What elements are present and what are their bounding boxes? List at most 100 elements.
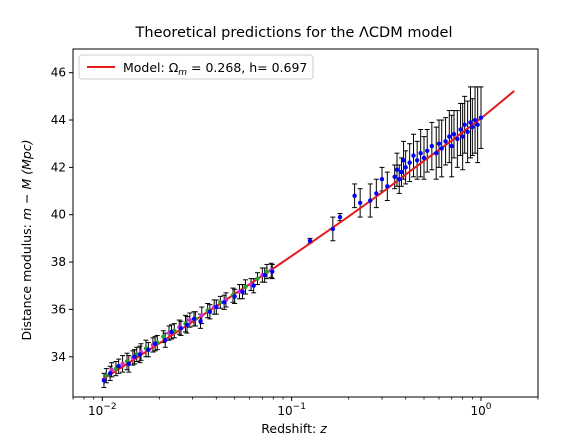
y-tick-label: 34 [51, 350, 66, 364]
legend-omega-sub: m [178, 68, 187, 78]
data-point-primary [447, 134, 452, 139]
data-point-primary [352, 193, 357, 198]
data-point-primary [394, 167, 400, 172]
data-point-primary [403, 165, 408, 170]
data-point-primary [169, 329, 174, 335]
data-point-primary [207, 309, 213, 314]
data-point-primary [330, 226, 336, 232]
data-point-primary [418, 150, 423, 156]
y-axis-title-text: Distance modulus: [19, 220, 34, 340]
data-point-primary [414, 158, 420, 163]
data-point-primary [436, 141, 442, 146]
data-point-primary [368, 198, 373, 203]
data-point-low_z_a [218, 300, 223, 305]
data-point-primary [270, 269, 275, 274]
y-tick-label: 40 [51, 208, 66, 222]
data-point-primary [399, 169, 404, 175]
legend-box [78, 54, 314, 80]
data-point-primary [470, 124, 475, 130]
data-point-low_z_a [161, 334, 166, 339]
y-tick-label: 38 [51, 255, 66, 269]
x-tick-label: 10−1 [277, 402, 306, 418]
data-point-low_z_b [109, 367, 114, 372]
data-point-primary [337, 214, 343, 220]
data-point-primary [132, 354, 137, 359]
data-point-primary [232, 294, 237, 299]
data-point-primary [262, 272, 267, 278]
data-point-primary [137, 352, 143, 357]
data-point-primary [407, 160, 412, 165]
data-point-primary [411, 153, 416, 158]
data-point-primary [478, 115, 484, 120]
data-point-primary [401, 158, 406, 163]
y-axis-title: Distance modulus: m − M (Mpc) [19, 139, 34, 340]
data-point-primary [163, 337, 168, 343]
x-tick-label: 10−2 [88, 402, 117, 418]
chart-title: Theoretical predictions for the ΛCDM mod… [135, 25, 453, 41]
x-axis-title: Redshift: z [261, 421, 327, 436]
data-point-primary [107, 371, 113, 376]
axis-ticks: 34 36 38 40 42 44 46 10−2 10−1 100 [51, 66, 539, 418]
data-point-primary [191, 316, 197, 322]
data-point-primary [462, 122, 467, 127]
data-point-primary [421, 155, 427, 161]
data-point-primary [374, 191, 379, 196]
data-point-primary [184, 322, 190, 327]
svg-text:Distance modulus: m − M (Mpc): Distance modulus: m − M (Mpc) [19, 139, 34, 340]
data-point-low_z_a [104, 373, 109, 378]
data-point-primary [221, 300, 227, 305]
x-tick-label: 100 [470, 402, 491, 418]
data-point-primary [385, 184, 390, 189]
data-point-primary [240, 289, 245, 294]
legend-model-label: Model: Ωm = 0.268, h= 0.697 [123, 60, 307, 78]
data-point-primary [472, 117, 478, 123]
data-point-primary [397, 177, 402, 182]
data-point-primary [392, 174, 397, 180]
data-point-low_z_b [199, 313, 204, 318]
plot-frame [72, 48, 539, 398]
data-point-primary [357, 200, 363, 206]
x-axis-title-var: z [319, 421, 327, 436]
data-point-primary [178, 326, 184, 331]
data-point-primary [460, 134, 465, 139]
data-point-primary [379, 177, 385, 182]
data-point-low_z_b [120, 361, 125, 367]
data-point-primary [116, 364, 121, 369]
data-point-primary [251, 283, 256, 288]
legend-prefix: Model: [123, 60, 169, 75]
data-point-primary [465, 129, 470, 135]
data-point-primary [101, 378, 107, 383]
data-point-primary [429, 143, 435, 149]
y-axis-title-var: m − M (Mpc) [19, 139, 34, 220]
y-tick-label: 46 [51, 66, 66, 80]
data-point-low_z_a [255, 276, 260, 281]
legend-rest: = 0.268, h= 0.697 [187, 60, 307, 75]
y-tick-label: 36 [51, 302, 66, 316]
y-tick-label: 42 [51, 160, 66, 174]
data-point-primary [443, 139, 448, 144]
data-point-primary [434, 150, 439, 156]
data-point-primary [458, 127, 463, 132]
data-point-primary [449, 143, 454, 149]
legend-omega: Ω [169, 60, 179, 75]
data-point-low_z_a [243, 284, 248, 290]
data-point-primary [475, 122, 480, 127]
data-point-primary [198, 319, 203, 324]
data-point-primary [455, 136, 460, 142]
data-point-low_z_b [187, 317, 193, 323]
data-point-primary [214, 304, 219, 310]
data-point-primary [451, 132, 457, 137]
data-point-primary [439, 146, 444, 151]
data-points [101, 115, 484, 383]
plot-content [101, 86, 515, 389]
legend: Model: Ωm = 0.268, h= 0.697 [78, 54, 314, 80]
data-point-primary [126, 361, 132, 367]
data-point-primary [146, 347, 151, 352]
data-point-low_z_a [264, 269, 270, 274]
data-point-primary [468, 120, 473, 125]
data-point-primary [307, 238, 313, 243]
data-point-primary [425, 148, 430, 153]
data-point-primary [152, 341, 158, 346]
data-point-low_z_b [237, 289, 242, 294]
